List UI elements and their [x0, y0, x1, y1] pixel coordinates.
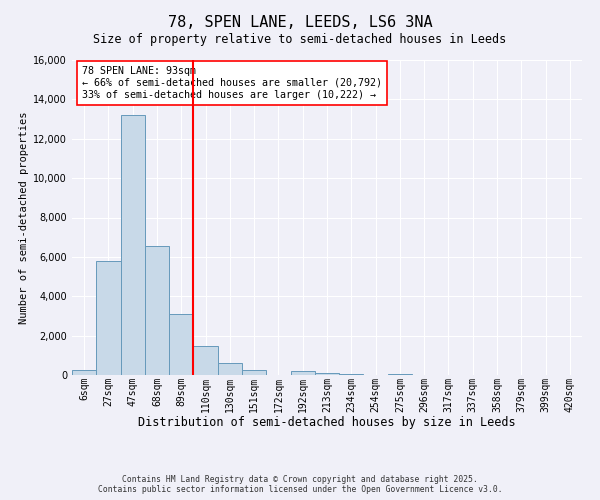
Bar [121, 115, 145, 375]
Bar [96, 261, 121, 375]
Text: Contains HM Land Registry data © Crown copyright and database right 2025.
Contai: Contains HM Land Registry data © Crown c… [98, 474, 502, 494]
Bar [388, 374, 412, 375]
Bar [242, 370, 266, 375]
Bar [218, 363, 242, 375]
Bar [169, 314, 193, 375]
Bar [193, 346, 218, 375]
Text: 78 SPEN LANE: 93sqm
← 66% of semi-detached houses are smaller (20,792)
33% of se: 78 SPEN LANE: 93sqm ← 66% of semi-detach… [82, 66, 382, 100]
Bar [339, 374, 364, 375]
Bar [290, 371, 315, 375]
X-axis label: Distribution of semi-detached houses by size in Leeds: Distribution of semi-detached houses by … [138, 416, 516, 429]
Text: 78, SPEN LANE, LEEDS, LS6 3NA: 78, SPEN LANE, LEEDS, LS6 3NA [167, 15, 433, 30]
Bar [72, 370, 96, 375]
Bar [315, 373, 339, 375]
Text: Size of property relative to semi-detached houses in Leeds: Size of property relative to semi-detach… [94, 32, 506, 46]
Y-axis label: Number of semi-detached properties: Number of semi-detached properties [19, 112, 29, 324]
Bar [145, 246, 169, 375]
